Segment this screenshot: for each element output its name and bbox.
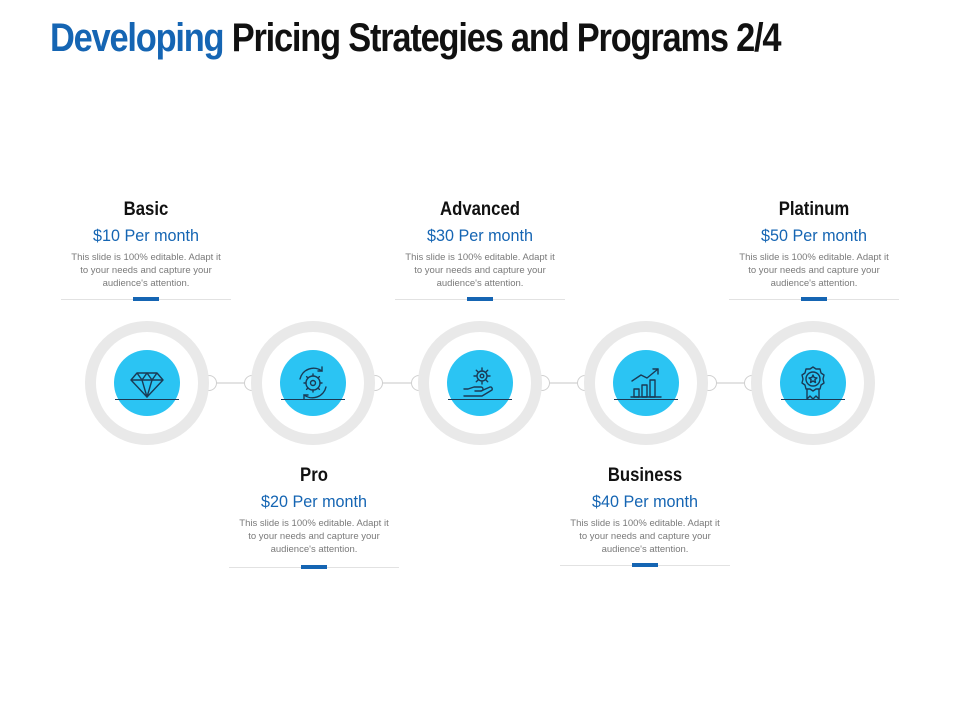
plan-price: $10 Per month xyxy=(93,226,199,245)
plan-name: Basic xyxy=(123,199,169,220)
plan-card-business: Business $40 Per month This slide is 100… xyxy=(560,465,730,556)
plan-disc-business xyxy=(613,350,679,416)
plan-underline-mark xyxy=(801,297,827,301)
plan-card-pro: Pro $20 Per month This slide is 100% edi… xyxy=(229,465,399,556)
plan-underline xyxy=(560,563,730,567)
plan-underline xyxy=(729,297,899,301)
plan-disc-advanced xyxy=(447,350,513,416)
plan-description: This slide is 100% editable. Adapt it to… xyxy=(570,518,720,555)
hand-gear-icon xyxy=(463,367,493,397)
title-rest: Pricing Strategies and Programs 2/4 xyxy=(231,16,782,60)
plan-underline xyxy=(61,297,231,301)
award-badge-icon xyxy=(801,366,825,400)
title-accent: Developing xyxy=(50,16,225,60)
plan-name: Advanced xyxy=(440,199,520,220)
plan-ring-basic xyxy=(85,321,209,445)
plan-description: This slide is 100% editable. Adapt it to… xyxy=(739,252,889,289)
disc-divider xyxy=(781,399,845,400)
growth-chart-icon xyxy=(630,368,662,398)
diamond-icon xyxy=(130,372,164,398)
plan-underline-mark xyxy=(133,297,159,301)
disc-divider xyxy=(614,399,678,400)
plan-price: $50 Per month xyxy=(761,226,867,245)
plan-description: This slide is 100% editable. Adapt it to… xyxy=(405,252,555,289)
plan-underline-mark xyxy=(632,563,658,567)
plan-price: $30 Per month xyxy=(427,226,533,245)
plan-underline xyxy=(395,297,565,301)
disc-divider xyxy=(115,399,179,400)
plan-card-platinum: Platinum $50 Per month This slide is 100… xyxy=(729,199,899,290)
plan-price: $20 Per month xyxy=(261,492,367,511)
plan-card-advanced: Advanced $30 Per month This slide is 100… xyxy=(395,199,565,290)
plan-name: Business xyxy=(607,465,683,486)
plan-card-basic: Basic $10 Per month This slide is 100% e… xyxy=(61,199,231,290)
plan-name: Platinum xyxy=(778,199,850,220)
plan-disc-pro xyxy=(280,350,346,416)
plan-description: This slide is 100% editable. Adapt it to… xyxy=(239,518,389,555)
plan-price: $40 Per month xyxy=(592,492,698,511)
gear-cycle-icon xyxy=(299,366,327,400)
plan-disc-basic xyxy=(114,350,180,416)
disc-divider xyxy=(281,399,345,400)
plan-underline xyxy=(229,565,399,569)
plan-name: Pro xyxy=(300,465,328,486)
plan-disc-platinum xyxy=(780,350,846,416)
plan-description: This slide is 100% editable. Adapt it to… xyxy=(71,252,221,289)
disc-divider xyxy=(448,399,512,400)
page-title: Developing Pricing Strategies and Progra… xyxy=(50,16,782,61)
plan-underline-mark xyxy=(301,565,327,569)
plan-underline-mark xyxy=(467,297,493,301)
